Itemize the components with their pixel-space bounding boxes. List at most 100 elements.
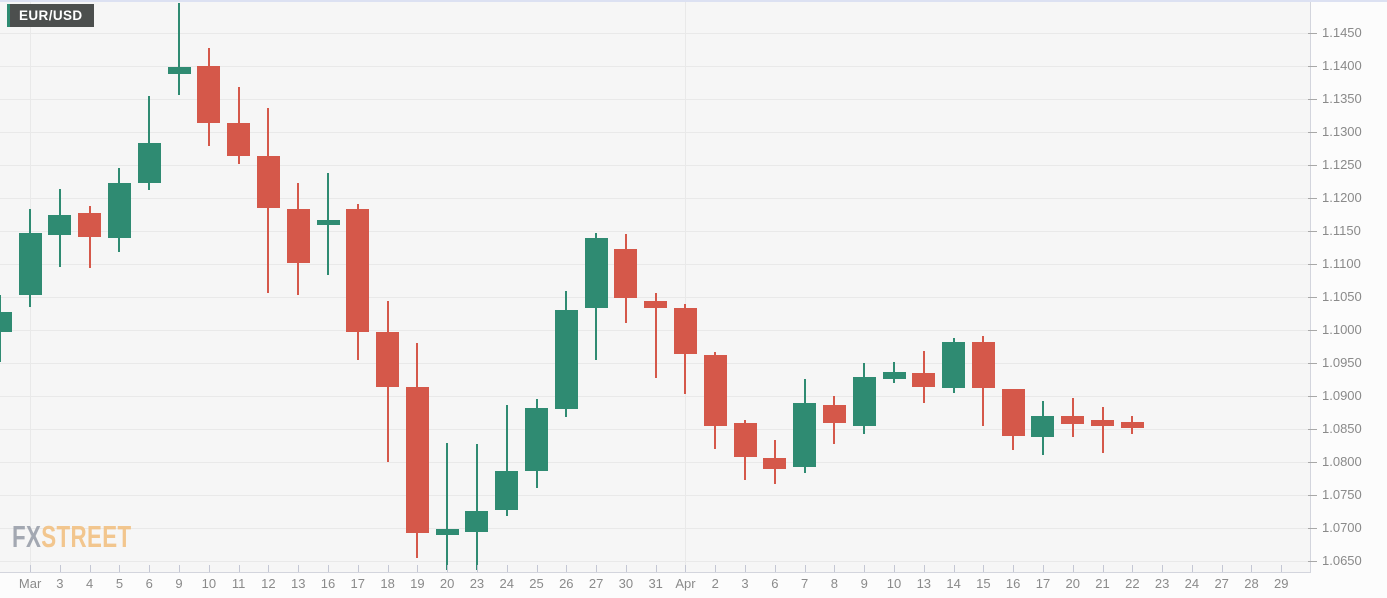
date-axis-tick [894,565,895,572]
date-axis-label: 15 [976,576,991,591]
date-axis-label: 27 [588,576,604,591]
date-axis-tick [89,565,91,572]
price-axis-label: 1.1300 [1322,124,1362,139]
date-axis-label: 24 [499,576,514,591]
date-axis-tick [1281,565,1283,572]
candle-wick [475,444,478,571]
date-axis-tick [238,565,240,572]
date-axis-label: 13 [916,576,932,591]
date-axis-tick [745,565,747,572]
date-axis-tick [30,565,32,572]
date-axis-label: 9 [860,576,868,591]
date-axis-label: 12 [261,576,276,591]
candle-body [405,387,429,534]
price-axis-label: 1.1150 [1322,223,1361,238]
candle-body [1001,389,1025,436]
watermark-street: STREET [41,519,132,554]
date-axis-label: 10 [201,576,217,591]
h-gridline [0,560,1310,562]
date-axis-tick [1162,565,1164,572]
date-axis-label: 5 [115,576,124,591]
v-gridline-month-start [684,0,686,572]
candle-body [197,66,221,123]
candle-body [554,310,578,409]
date-axis-label: 9 [175,576,183,591]
instrument-label: EUR/USD [10,4,94,27]
date-axis-tick [655,565,657,572]
candle-wick [654,293,657,379]
price-axis: 1.1450 1.1400 1.1350 1.1300 1.1250 1.1200 1.11… [1308,0,1387,572]
date-axis-label: 22 [1125,576,1140,591]
date-axis-tick [1013,565,1015,572]
candle-wick [88,205,91,268]
date-axis-tick [774,565,776,572]
price-axis-tick [1308,362,1317,364]
date-axis-label: 17 [350,576,366,591]
date-axis-label: 25 [529,576,544,591]
candle-body [763,458,787,469]
date-axis-label: 23 [1154,576,1170,591]
date-axis-tick [685,565,687,572]
date-axis-label: 14 [946,576,961,591]
watermark-fx: FX [12,519,42,554]
h-gridline [0,98,1310,100]
price-axis-tick [1308,197,1317,199]
h-gridline [0,131,1310,133]
candle-body [793,402,817,468]
h-gridline [0,164,1310,166]
candle-body [465,510,489,532]
candle-body [852,376,876,426]
date-axis-tick [596,565,598,572]
price-axis-tick [1308,428,1317,430]
price-axis-label: 1.0850 [1322,421,1362,436]
candle-wick [505,405,508,517]
date-axis-label: 17 [1035,576,1051,591]
candle-body [316,219,340,226]
candle-body [18,232,42,295]
date-axis-label: 11 [231,576,246,591]
price-axis-label: 1.0700 [1322,520,1362,535]
date-axis-tick [357,565,359,572]
price-axis-label: 1.0750 [1322,487,1362,502]
price-axis-tick [1308,527,1317,529]
date-axis-tick [149,565,151,572]
candle-wick [148,95,151,191]
candle-body [525,407,549,472]
date-axis-tick [536,565,538,572]
date-axis-label: 8 [830,576,839,591]
h-gridline [0,65,1310,67]
price-axis-tick [1308,98,1317,100]
price-axis-label: 1.0800 [1322,454,1362,469]
candle-body [227,122,251,156]
price-axis-label: 1.1100 [1322,256,1361,271]
price-axis-label: 1.1250 [1322,157,1362,172]
candle-body [733,423,757,458]
candle-body [137,143,161,183]
date-axis-label: Apr [675,576,696,591]
date-axis-tick [1102,565,1104,572]
price-axis-tick [1308,65,1317,67]
date-axis-label: 13 [290,576,306,591]
date-axis-label: 20 [1065,576,1080,591]
price-axis-label: 1.1200 [1322,190,1362,205]
plot-area [0,0,1311,573]
date-axis-label: 28 [1244,576,1259,591]
price-axis-tick [1308,494,1317,496]
date-axis-tick [625,565,627,572]
candle-body [942,341,966,389]
date-axis-tick [298,565,300,572]
date-axis-tick [387,565,389,572]
date-axis-label: 27 [1214,576,1229,591]
date-axis: Mar 3 4 5 6 9 10 11 12 13 16 17 18 19 20 23 24 25 26 27 30 31… [0,565,1310,598]
fxstreet-watermark: FXSTREET [12,521,131,552]
date-axis-tick [506,565,508,572]
candle-body [346,209,370,332]
instrument-badge: EUR/USD [7,4,94,27]
candle-body [78,213,102,237]
price-axis-tick [1308,296,1317,298]
date-axis-tick [1042,565,1044,572]
price-axis-tick [1308,32,1317,34]
candle-body [822,404,846,424]
date-axis-tick [715,565,717,572]
